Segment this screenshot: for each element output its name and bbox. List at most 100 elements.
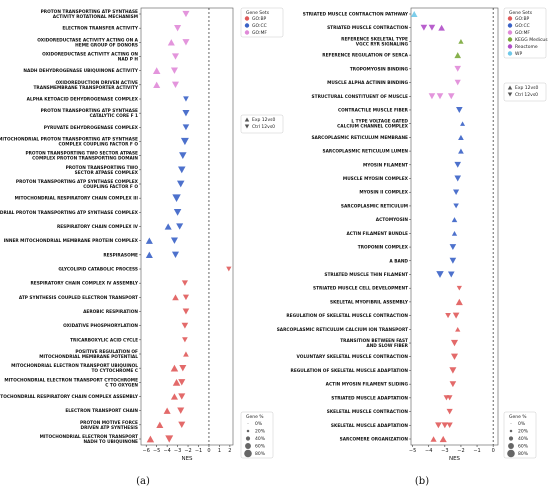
term-label: REFERENCE REGULATION OF SERCA (322, 53, 408, 59)
panel-label: (b) (415, 476, 429, 487)
term-label: SKELETAL MUSCLE CONTRACTION (327, 409, 409, 415)
term-label: MUSCLE MYOSIN COMPLEX (343, 176, 409, 182)
term-label: ACTIVITY ROTATIONAL MECHANISM (53, 14, 138, 20)
ctrl-marker (182, 10, 190, 18)
exp-marker (451, 230, 458, 236)
legend-entry: 80% (518, 451, 529, 457)
term-label: STRIATED MUSCLE CONTRACTION (327, 25, 408, 31)
exp-marker (172, 378, 181, 386)
term-label: SARCOPLASMIC RETICULUM MEMBRANE (311, 135, 408, 141)
term-label: STRIATED MUSCLE THIN FILAMENT (324, 272, 408, 278)
exp-marker (156, 421, 164, 429)
term-label: PYRUVATE DEHYDROGENASE COMPLEX (44, 125, 139, 131)
ctrl-marker (181, 322, 189, 329)
ctrl-marker (441, 422, 449, 429)
ctrl-marker (181, 280, 188, 286)
term-label: RESPIRATORY CHAIN COMPLEX IV (57, 224, 139, 230)
panel-label: (a) (136, 476, 150, 487)
term-label: REGULATION OF SKELETAL MUSCLE CONTRACTIO… (286, 313, 408, 319)
term-label: PROTON TRANSPORTING TWO SECTOR ATPASE (25, 151, 138, 157)
term-label: COUPLING FACTOR F O (83, 184, 138, 190)
term-label: C TO OXYGEN (105, 382, 138, 388)
x-tick-label: −2 (457, 448, 464, 454)
legend-title: Gene % (246, 414, 264, 420)
legend-entry: 60% (518, 444, 529, 450)
exp-marker (183, 351, 189, 357)
ctrl-marker (182, 39, 190, 46)
plot-frame (410, 7, 499, 446)
legend-entry: 20% (518, 429, 529, 435)
legend-size-dot (245, 443, 251, 449)
exp-marker (170, 364, 179, 372)
legend-entry: 40% (518, 436, 529, 442)
legend-entry: Ctrl 12vs0 (252, 124, 275, 130)
term-label: AND SLOW FIBER (366, 343, 408, 349)
term-label: COMPLEX COUPLING FACTOR F O (58, 142, 138, 148)
legend-title: Gene Sets (246, 10, 270, 16)
ctrl-marker (436, 93, 444, 100)
legend-down-triangle (244, 124, 250, 129)
term-label: MYOSIN II COMPLEX (359, 190, 408, 196)
ctrl-marker (450, 353, 459, 360)
exp-marker (451, 217, 458, 223)
ctrl-marker (173, 208, 182, 216)
ctrl-marker (449, 367, 457, 374)
x-tick-label: −4 (425, 448, 432, 454)
exp-marker (458, 39, 464, 44)
term-label: SARCOPLASMIC RETICULUM (341, 203, 408, 209)
exp-marker (458, 134, 464, 140)
ctrl-marker (178, 166, 186, 174)
legend-up-triangle (244, 117, 250, 122)
term-label: SARCOMERE ORGANIZATION (340, 437, 409, 443)
term-label: REGULATION OF SKELETAL MUSCLE ADAPTATION (291, 368, 409, 374)
x-tick-label: −1 (473, 448, 480, 454)
ctrl-marker (435, 422, 442, 429)
x-tick-label: −5 (153, 448, 160, 454)
legend-entry: GO:CC (515, 23, 530, 29)
ctrl-marker (174, 24, 182, 32)
shape-legend (503, 82, 547, 102)
ctrl-marker (171, 251, 180, 259)
term-label: PROTON MOTIVE FORCE (80, 420, 138, 426)
ctrl-marker (226, 266, 232, 272)
x-tick-label: −3 (174, 448, 181, 454)
legend-swatch (244, 30, 250, 35)
ctrl-marker (182, 109, 190, 117)
term-label: MUSCLE ALPHA ACTININ BINDING (327, 80, 408, 86)
legend-swatch (507, 51, 513, 56)
term-label: SECTOR ATPASE COMPLEX (75, 170, 139, 176)
x-tick-label: −2 (184, 448, 191, 454)
ctrl-marker (177, 407, 185, 414)
term-label: NAD P H (118, 57, 139, 63)
ctrl-marker (182, 337, 188, 343)
term-label: OXIDATIVE PHOSPHORYLATION (63, 323, 138, 329)
x-tick-label: −3 (441, 448, 448, 454)
term-label: A BAND (389, 258, 408, 264)
term-label: DRIVEN ATP SYNTHESIS (81, 425, 138, 431)
legend-entry: 0% (518, 421, 526, 427)
ctrl-marker (454, 161, 462, 168)
legend-swatch (507, 44, 513, 49)
gene-sets-legend (240, 7, 284, 38)
term-label: STRUCTURAL CONSTITUENT OF MUSCLE (312, 94, 409, 100)
exp-marker (454, 52, 462, 59)
legend-size-dot (509, 429, 513, 433)
term-label: SKELETAL MYOFIBRIL ASSEMBLY (330, 299, 409, 305)
legend-entry: GO:MF (252, 30, 267, 36)
legend-swatch (244, 23, 250, 28)
term-label: CALCIUM CHANNEL COMPLEX (337, 124, 409, 130)
gene-sets-legend (503, 7, 547, 59)
term-label: VGCC RYR SIGNALING (356, 41, 409, 47)
legend-size-dot (246, 429, 250, 433)
term-label: RESPIRATORY CHAIN COMPLEX IV ASSEMBLY (30, 281, 138, 287)
legend-entry: Ctrl 12vs0 (515, 92, 538, 98)
ctrl-marker (456, 106, 463, 113)
legend-size-dot (508, 443, 514, 449)
term-label: ATP SYNTHESIS COUPLED ELECTRON TRANSPORT (19, 295, 138, 301)
term-label: SKELETAL MUSCLE ADAPTATION (331, 423, 409, 429)
exp-marker (164, 223, 172, 230)
x-tick-label: 0 (207, 448, 210, 454)
ctrl-marker (446, 395, 453, 401)
legend-entry: GO:BP (515, 16, 530, 22)
